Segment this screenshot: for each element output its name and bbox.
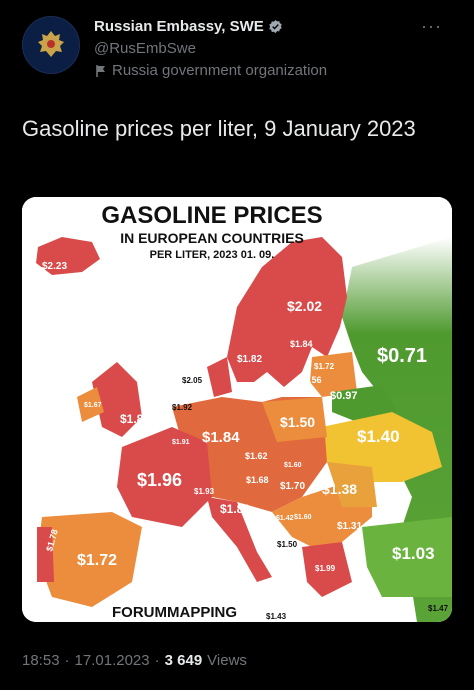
- map-credit: FORUMMAPPING: [112, 604, 237, 621]
- price-label: $1.03: [392, 544, 435, 563]
- region-iceland: [36, 237, 100, 275]
- price-label: $2.23: [42, 261, 67, 272]
- author-name[interactable]: Russian Embassy, SWE: [94, 18, 264, 35]
- price-label: $1.43: [266, 612, 287, 621]
- region-iberia: [37, 512, 142, 607]
- price-label: $1.99: [315, 564, 336, 573]
- government-label: Russia government organization: [94, 62, 327, 79]
- price-label: $2.16: [202, 329, 230, 341]
- price-label: $1.72: [314, 362, 335, 371]
- verified-badge-icon: [269, 19, 282, 34]
- price-label: $2.02: [287, 298, 322, 314]
- region-baltics: [310, 352, 357, 397]
- gasoline-price-map: GASOLINE PRICES IN EUROPEAN COUNTRIES PE…: [22, 197, 452, 622]
- tweet-text: Gasoline prices per liter, 9 January 202…: [22, 116, 416, 141]
- region-greece: [302, 542, 352, 597]
- map-subtitle: IN EUROPEAN COUNTRIES: [120, 230, 304, 246]
- price-label: $1.47: [428, 604, 449, 613]
- author-handle[interactable]: @RusEmbSwe: [94, 40, 196, 57]
- price-label: $2.05: [182, 376, 203, 385]
- coat-of-arms-icon: [30, 24, 72, 66]
- price-label: $1.96: [137, 470, 182, 490]
- tweet-time[interactable]: 18:53: [22, 652, 60, 669]
- region-ukraine: [322, 412, 442, 482]
- tweet-meta: 18:53 · 17.01.2023 · 3 649 Views: [22, 652, 247, 669]
- price-label: $1.84: [202, 429, 240, 446]
- price-label: $1.60: [294, 514, 312, 521]
- tweet-header: Russian Embassy, SWE @RusEmbSwe Russia g…: [22, 16, 458, 96]
- region-turkey: [362, 517, 452, 597]
- avatar[interactable]: [22, 16, 80, 74]
- region-uk: [92, 362, 142, 437]
- region-italy: [207, 497, 272, 582]
- region-scandinavia: [227, 237, 347, 387]
- region-denmark: [207, 357, 232, 397]
- region-belarus: [332, 385, 397, 422]
- price-label: $0.97: [330, 390, 358, 402]
- region-france: [117, 427, 212, 527]
- region-portugal: [37, 527, 54, 582]
- region-ireland: [77, 387, 104, 422]
- views-label: Views: [207, 652, 247, 669]
- tweet-date[interactable]: 17.01.2023: [74, 652, 150, 669]
- price-label: $1.93: [194, 487, 215, 496]
- region-poland: [262, 397, 327, 442]
- price-label: $1.56: [299, 375, 322, 385]
- price-label: $0.71: [377, 345, 427, 367]
- price-label: $1.72: [77, 552, 117, 569]
- flag-icon: [96, 64, 105, 77]
- price-label: $1.42: [276, 515, 294, 522]
- government-label-text: Russia government organization: [112, 62, 328, 79]
- price-label: $1.82: [120, 412, 150, 426]
- price-label: $1.68: [246, 475, 269, 485]
- price-label: $1.82: [237, 354, 262, 365]
- price-label: $1.92: [172, 403, 193, 412]
- price-label: $1.67: [84, 402, 102, 409]
- price-label: $1.91: [172, 439, 190, 446]
- map-title: GASOLINE PRICES: [101, 202, 322, 229]
- tweet-image[interactable]: GASOLINE PRICES IN EUROPEAN COUNTRIES PE…: [22, 197, 452, 622]
- price-label: $1.80: [220, 502, 250, 516]
- price-label: $1.70: [280, 481, 305, 492]
- price-label: $1.50: [280, 414, 315, 430]
- separator: ·: [64, 652, 70, 669]
- views-count: 3 649: [164, 652, 203, 669]
- region-romania: [327, 462, 377, 507]
- price-label: $1.40: [357, 427, 400, 446]
- more-horizontal-icon: ···: [421, 16, 442, 36]
- separator: ·: [154, 652, 160, 669]
- more-options-button[interactable]: ···: [421, 16, 442, 37]
- map-date: PER LITER, 2023 01. 09.: [150, 249, 275, 261]
- price-label: $1.60: [284, 462, 302, 469]
- price-label: $1.62: [245, 451, 268, 461]
- price-label: $1.38: [322, 481, 357, 497]
- price-label: $1.31: [337, 521, 362, 532]
- price-label: $1.84: [290, 339, 313, 349]
- price-label: $1.50: [277, 540, 298, 549]
